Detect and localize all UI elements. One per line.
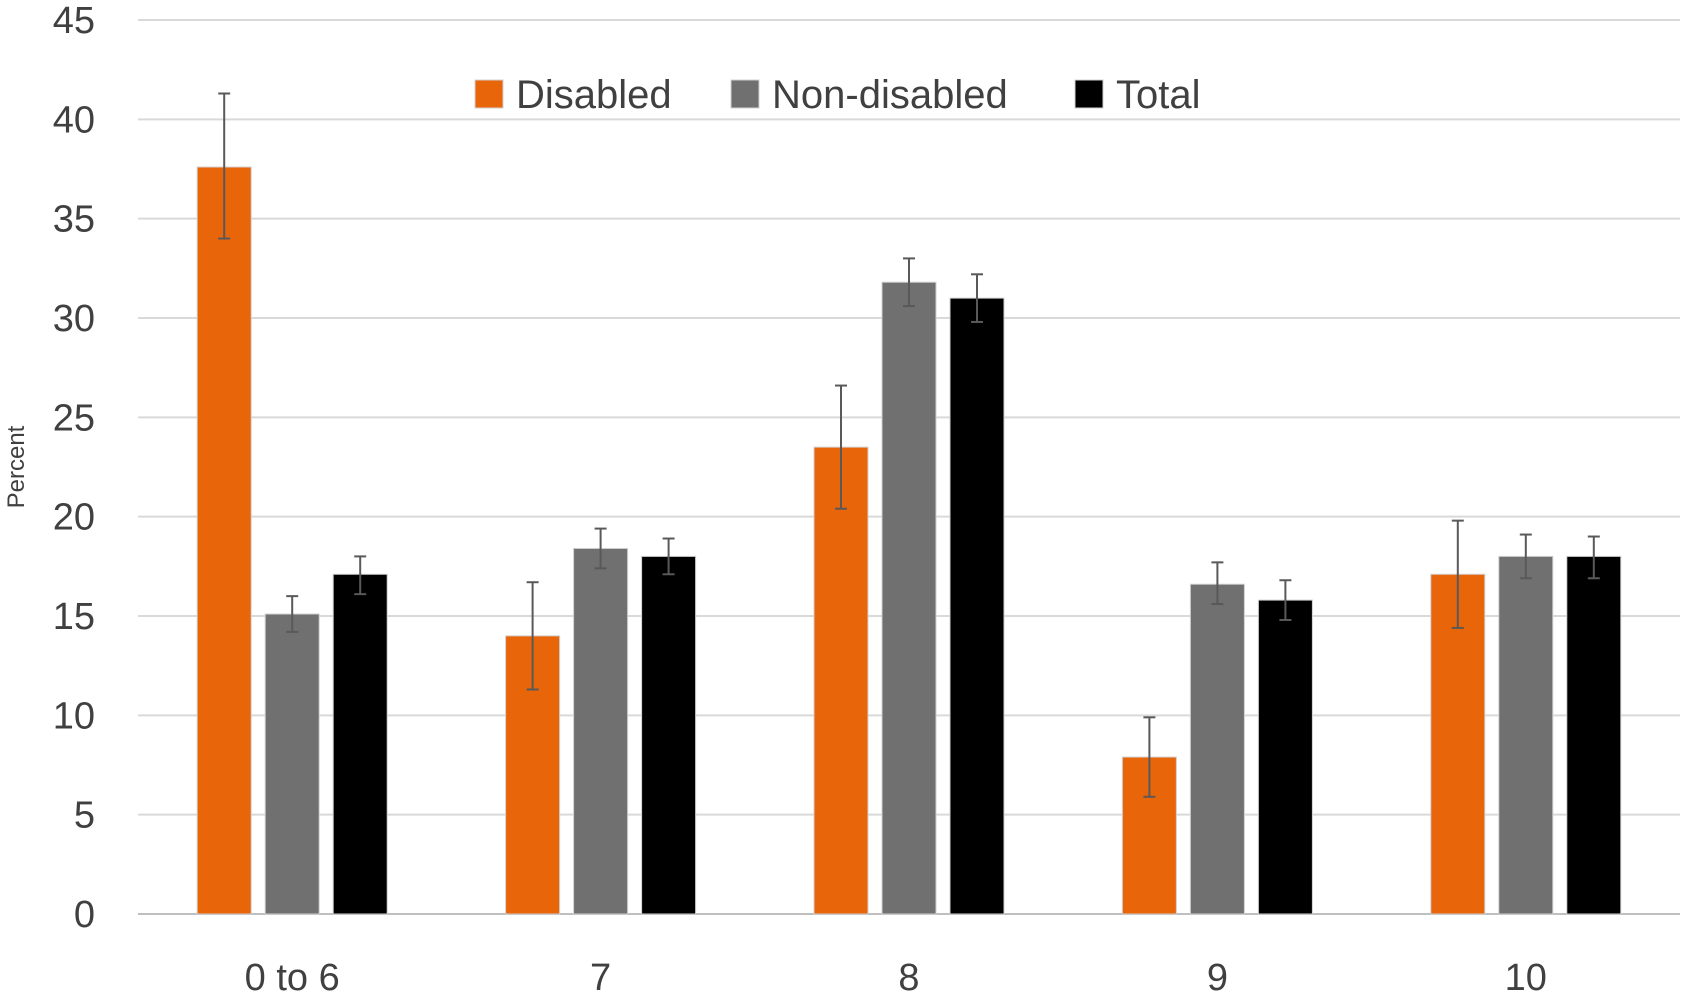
- legend: Disabled Non-disabled Total: [474, 73, 1201, 117]
- y-tick-label: 10: [53, 695, 95, 737]
- y-tick-label: 5: [74, 795, 95, 837]
- y-tick-label: 0: [74, 894, 95, 936]
- legend-swatch: [474, 79, 504, 109]
- bar: [881, 281, 937, 915]
- x-category-label: 7: [590, 957, 611, 999]
- bar: [1430, 573, 1486, 915]
- x-category-label: 8: [898, 957, 919, 999]
- legend-swatch: [1074, 79, 1104, 109]
- bar: [1257, 599, 1313, 915]
- legend-label: Total: [1116, 73, 1201, 117]
- legend-swatch: [730, 79, 760, 109]
- y-tick-label: 15: [53, 596, 95, 638]
- bar: [1498, 555, 1554, 915]
- error-bars: [218, 92, 1600, 798]
- x-axis-labels: 0 to 6 7 8 9 10: [245, 957, 1547, 999]
- bars: [196, 166, 1622, 915]
- bar: [264, 613, 320, 915]
- y-tick-label: 20: [53, 497, 95, 539]
- bar: [196, 166, 252, 915]
- bar: [1189, 583, 1245, 915]
- legend-label: Disabled: [516, 73, 672, 117]
- y-axis-ticks: 0 5 10 15 20 25 30 35 40 45: [53, 0, 95, 936]
- x-category-label: 10: [1505, 957, 1547, 999]
- y-tick-label: 40: [53, 99, 95, 141]
- y-axis-label: Percent: [3, 425, 30, 508]
- x-category-label: 9: [1207, 957, 1228, 999]
- y-tick-label: 35: [53, 199, 95, 241]
- bar: [641, 555, 697, 915]
- bar: [573, 547, 629, 915]
- y-tick-label: 25: [53, 397, 95, 439]
- bar: [332, 573, 388, 915]
- y-tick-label: 45: [53, 0, 95, 42]
- bar: [813, 446, 869, 915]
- y-tick-label: 30: [53, 298, 95, 340]
- x-category-label: 0 to 6: [245, 957, 340, 999]
- legend-label: Non-disabled: [772, 73, 1008, 117]
- bar: [949, 297, 1005, 915]
- bar: [1566, 555, 1622, 915]
